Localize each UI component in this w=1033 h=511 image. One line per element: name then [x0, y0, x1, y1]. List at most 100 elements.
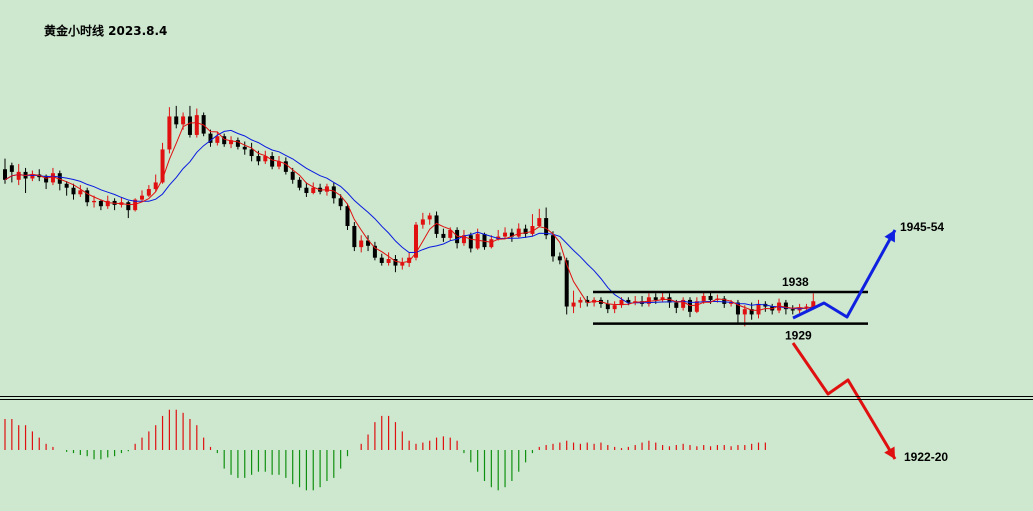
candle-body: [92, 200, 97, 203]
candle-body: [16, 171, 21, 180]
candle: [756, 299, 761, 319]
candle: [167, 107, 172, 154]
candle: [688, 297, 692, 318]
candle-body: [646, 297, 651, 304]
candle-body: [722, 298, 727, 304]
candle-body: [516, 228, 521, 237]
candle-body: [749, 309, 754, 315]
candle-body: [653, 297, 658, 300]
candle: [646, 293, 651, 307]
candle-body: [30, 174, 35, 179]
arrow-line: [791, 342, 897, 460]
candle-body: [270, 156, 275, 167]
candle: [249, 142, 254, 162]
candle-body: [681, 299, 686, 308]
candle: [30, 170, 35, 182]
candle: [640, 295, 645, 307]
candle: [208, 129, 213, 147]
candle-body: [612, 305, 617, 310]
candle-body: [475, 233, 480, 249]
candle-body: [297, 179, 302, 188]
candle: [112, 198, 117, 211]
candle: [366, 235, 371, 252]
candle: [297, 177, 302, 191]
candle-body: [235, 140, 240, 147]
candle-body: [414, 224, 418, 258]
candle: [400, 257, 405, 270]
candle-body: [140, 195, 144, 200]
candle: [119, 196, 124, 208]
candle: [270, 152, 275, 170]
candle: [571, 290, 576, 314]
candle-body: [544, 218, 549, 236]
ma-fast-line: [4, 122, 814, 312]
candle-body: [482, 233, 487, 248]
candle-body: [71, 187, 76, 195]
candle-body: [811, 301, 816, 307]
candle-body: [564, 260, 569, 307]
candle-body: [277, 161, 281, 167]
candle-body: [729, 302, 734, 304]
candle-body: [448, 229, 453, 238]
candle-body: [229, 140, 234, 145]
candle: [516, 223, 521, 238]
candle: [331, 182, 336, 204]
candle-body: [167, 116, 172, 150]
candle: [345, 203, 350, 230]
candle-body: [393, 259, 398, 266]
candle: [393, 255, 398, 273]
candle-body: [311, 187, 316, 193]
candle: [283, 157, 288, 175]
candle: [667, 293, 672, 308]
candle-body: [372, 245, 377, 258]
candle: [140, 190, 144, 201]
candle-body: [85, 190, 90, 203]
candle-body: [304, 187, 309, 193]
candle-body: [619, 299, 624, 306]
candle: [427, 212, 432, 225]
candle-body: [503, 232, 508, 237]
candle: [420, 212, 425, 229]
candle: [146, 185, 151, 197]
candle-body: [345, 206, 350, 226]
candle: [133, 198, 138, 212]
arrow-head: [884, 230, 895, 243]
candle-body: [605, 303, 610, 310]
candle-body: [509, 232, 514, 237]
candle-body: [756, 303, 761, 315]
candle-body: [105, 200, 110, 207]
candle-body: [201, 115, 206, 134]
candle-body: [742, 309, 747, 315]
candle-body: [146, 189, 151, 196]
candle-body: [434, 215, 439, 234]
candle: [57, 170, 62, 191]
candle-body: [249, 149, 254, 157]
candle: [338, 194, 343, 211]
candle: [126, 200, 131, 219]
candle-body: [551, 235, 555, 257]
candle-body: [530, 226, 535, 234]
candle-body: [461, 235, 466, 244]
candle-body: [667, 297, 672, 303]
candle: [537, 208, 542, 228]
candle-body: [352, 226, 357, 248]
candle: [153, 174, 158, 192]
candle-body: [44, 175, 49, 183]
candle: [187, 105, 192, 138]
candle-body: [496, 236, 501, 240]
projection-label: 1945-54: [900, 220, 944, 234]
level-label: 1938: [782, 275, 809, 289]
arrow-head: [884, 446, 895, 459]
candle-body: [160, 149, 165, 183]
candle-body: [694, 301, 699, 312]
candle: [201, 112, 206, 137]
candle: [804, 303, 809, 311]
candle: [78, 185, 83, 197]
candle: [235, 137, 240, 150]
candle: [174, 105, 179, 129]
candle-body: [489, 239, 494, 248]
candle: [215, 132, 220, 146]
moving-averages: [4, 122, 814, 312]
candle-body: [420, 219, 425, 225]
